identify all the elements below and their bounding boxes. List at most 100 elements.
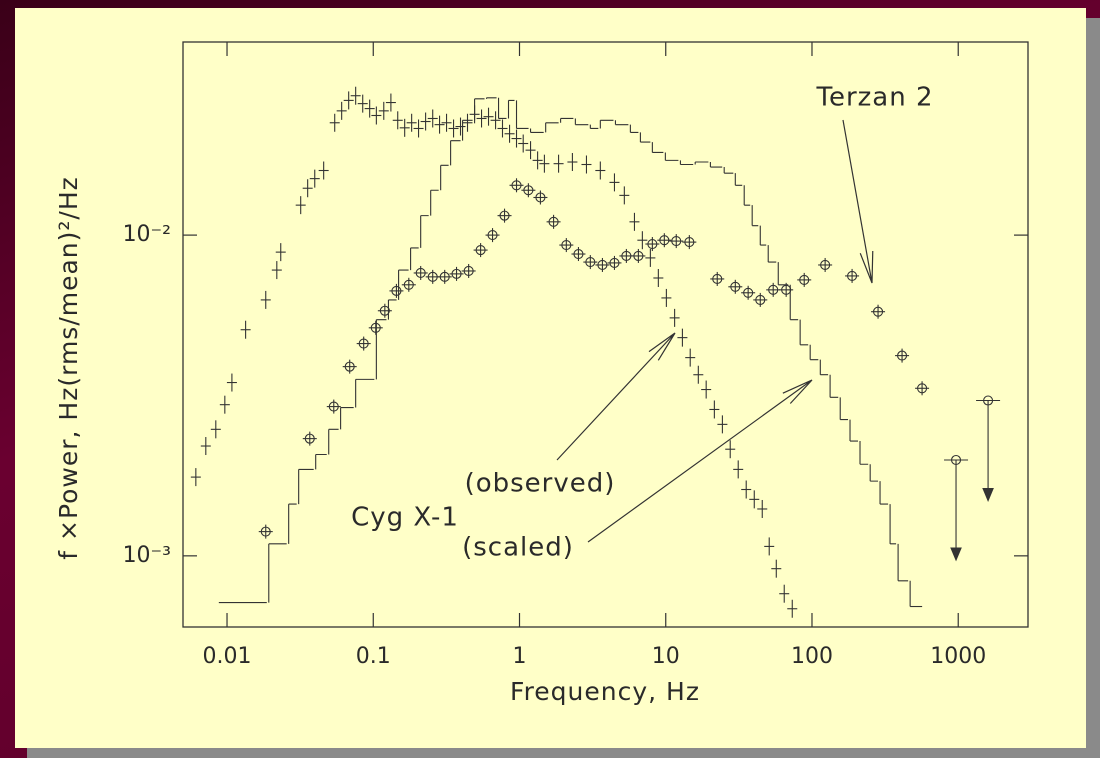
data-point bbox=[364, 99, 375, 118]
data-point bbox=[717, 415, 728, 434]
step-segment bbox=[724, 172, 736, 186]
data-point bbox=[741, 480, 752, 499]
step-segment bbox=[890, 543, 899, 581]
data-point bbox=[357, 94, 368, 113]
x-axis-label: Frequency, Hz bbox=[510, 677, 700, 706]
data-point bbox=[657, 233, 672, 248]
step-segment bbox=[420, 190, 432, 217]
data-point bbox=[521, 183, 536, 198]
data-point bbox=[682, 235, 697, 250]
step-segment bbox=[315, 429, 330, 456]
y-tick-label: 10⁻² bbox=[123, 222, 171, 247]
data-point bbox=[532, 151, 543, 170]
data-point bbox=[797, 272, 812, 287]
data-point bbox=[485, 228, 500, 243]
data-point bbox=[818, 257, 833, 272]
step-segment bbox=[474, 97, 488, 100]
data-point bbox=[302, 431, 317, 446]
step-segment bbox=[545, 118, 562, 124]
data-point bbox=[571, 247, 586, 262]
step-segment bbox=[398, 247, 412, 271]
step-segment bbox=[870, 480, 881, 505]
data-point bbox=[701, 380, 712, 399]
data-point bbox=[653, 268, 664, 287]
panel bbox=[15, 8, 1086, 748]
annotation: Cyg X-1 bbox=[351, 503, 459, 533]
x-tick-label: 10 bbox=[652, 644, 680, 669]
data-point bbox=[326, 399, 341, 414]
step-segment bbox=[288, 469, 300, 505]
data-point bbox=[581, 155, 592, 174]
data-point bbox=[976, 395, 1001, 502]
data-point bbox=[271, 261, 282, 280]
annotation: (observed) bbox=[465, 469, 616, 499]
data-point bbox=[219, 395, 230, 414]
data-point bbox=[210, 420, 221, 439]
data-point bbox=[546, 214, 561, 229]
step-segment bbox=[665, 159, 681, 165]
data-point bbox=[226, 373, 237, 392]
step-segment bbox=[840, 419, 851, 442]
step-segment bbox=[530, 122, 547, 133]
data-point bbox=[619, 186, 630, 205]
data-point bbox=[371, 106, 382, 125]
data-point bbox=[710, 271, 725, 286]
x-tick-label: 1 bbox=[513, 644, 527, 669]
step-segment bbox=[410, 215, 422, 249]
data-point bbox=[368, 320, 383, 335]
data-point bbox=[693, 365, 704, 384]
step-segment bbox=[850, 440, 861, 465]
data-point bbox=[406, 113, 417, 132]
step-segment bbox=[768, 261, 779, 285]
step-segment bbox=[440, 140, 452, 166]
data-point bbox=[771, 559, 782, 578]
data-point bbox=[685, 348, 696, 367]
data-point bbox=[583, 255, 598, 270]
data-point bbox=[258, 524, 273, 539]
step-segment bbox=[898, 580, 911, 607]
data-point bbox=[567, 153, 578, 172]
step-segment bbox=[508, 99, 518, 129]
data-point bbox=[764, 537, 775, 556]
limit-head bbox=[982, 487, 994, 502]
step-segment bbox=[340, 379, 357, 409]
data-point bbox=[461, 263, 476, 278]
data-point bbox=[944, 454, 969, 562]
step-segment bbox=[790, 319, 801, 345]
data-point bbox=[871, 304, 886, 319]
data-point bbox=[895, 348, 910, 363]
data-point bbox=[356, 336, 371, 351]
x-tick-label: 0.01 bbox=[203, 644, 252, 669]
step-segment bbox=[810, 359, 821, 375]
data-point bbox=[669, 308, 680, 327]
step-segment bbox=[820, 374, 831, 398]
step-segment bbox=[590, 120, 601, 130]
data-point bbox=[389, 283, 404, 298]
data-point bbox=[733, 460, 744, 479]
y-axis-label: f ×Power, Hz(rms/mean)²/Hz bbox=[54, 176, 83, 560]
data-point bbox=[302, 179, 313, 198]
step-segment bbox=[710, 166, 725, 174]
limit-head bbox=[950, 547, 962, 562]
data-point bbox=[497, 208, 512, 223]
step-segment bbox=[430, 165, 442, 191]
step-segment bbox=[376, 299, 389, 321]
data-point bbox=[661, 288, 672, 307]
data-point bbox=[462, 113, 473, 132]
annotation: Terzan 2 bbox=[815, 83, 933, 113]
data-point bbox=[336, 101, 347, 120]
data-point bbox=[449, 266, 464, 281]
step-segment bbox=[450, 120, 464, 142]
data-point bbox=[342, 359, 357, 374]
data-point bbox=[677, 328, 688, 347]
data-point bbox=[309, 169, 320, 188]
step-segment bbox=[615, 124, 631, 133]
step-segment bbox=[652, 151, 666, 161]
data-point bbox=[609, 173, 620, 192]
step-segment bbox=[778, 284, 791, 320]
data-point bbox=[753, 292, 768, 307]
data-point bbox=[392, 111, 403, 130]
annotation-arrow bbox=[556, 332, 676, 461]
data-point bbox=[437, 269, 452, 284]
